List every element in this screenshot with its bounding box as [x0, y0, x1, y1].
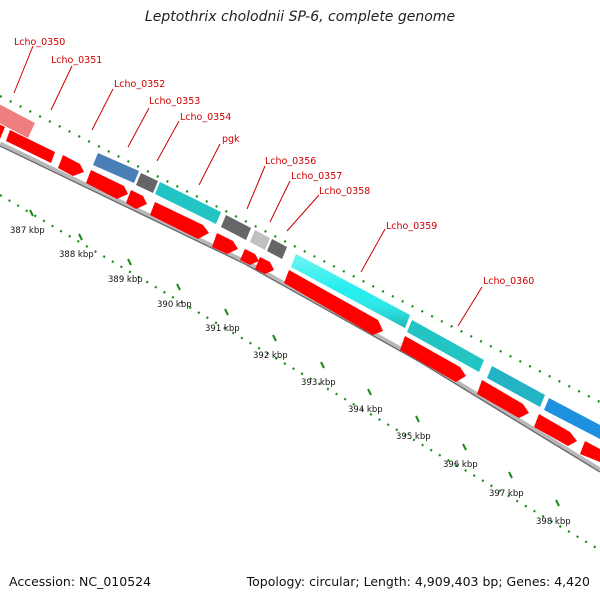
cds-arrow [212, 233, 238, 254]
gene-leader-lines [13, 45, 483, 327]
kbp-label: 394 kbp [348, 405, 383, 415]
scale-ticks [29, 209, 560, 507]
gene-block-lcho-0356 [250, 230, 270, 250]
cds-arrow [86, 170, 128, 199]
scale-major-tick [29, 209, 34, 217]
kbp-label: 388 kbp [59, 250, 94, 260]
gene-label: Lcho_0350 [14, 37, 65, 48]
cds-arrow [6, 130, 55, 163]
cds-arrow [284, 270, 383, 335]
kbp-label: 395 kbp [396, 432, 431, 442]
inner-scale-track [0, 194, 600, 551]
gene-blocks [0, 104, 600, 439]
gene-label: pgk [222, 134, 240, 145]
scale-major-tick [224, 308, 229, 316]
gene-block-lcho-0357 [267, 239, 287, 259]
gene-label: Lcho_0358 [319, 186, 370, 197]
map-title: Leptothrix cholodnii SP-6, complete geno… [144, 9, 456, 25]
gene-block-lcho-0360 [487, 366, 545, 407]
outer-tick-track [0, 95, 600, 403]
gene-label: Lcho_0353 [149, 96, 200, 107]
gene-label: Lcho_0354 [180, 112, 231, 123]
cds-arrows [0, 124, 600, 462]
leader-line [156, 120, 180, 162]
cds-arrow [400, 336, 466, 382]
leader-line [91, 88, 114, 131]
leader-line [360, 228, 386, 273]
scale-major-tick [415, 415, 420, 423]
gene-block-next [544, 398, 600, 439]
genome-info-text: Topology: circular; Length: 4,909,403 bp… [246, 574, 590, 589]
leader-line [127, 107, 150, 148]
leader-line [50, 65, 73, 111]
gene-block-shade [291, 254, 410, 328]
kbp-label: 396 kbp [443, 460, 478, 470]
genome-backbone [0, 141, 600, 473]
cds-arrow [534, 414, 577, 446]
gene-block-lcho-0353 [136, 173, 158, 193]
cds-arrow [150, 202, 209, 239]
scale-major-tick [127, 258, 132, 266]
kbp-label: 387 kbp [10, 226, 45, 236]
genome-backbone-shadow [0, 145, 600, 473]
gene-block-pgk [221, 215, 251, 240]
kbp-label: 392 kbp [253, 351, 288, 361]
leader-line [457, 286, 483, 327]
cds-arrow [255, 257, 274, 274]
kbp-label: 390 kbp [157, 300, 192, 310]
cds-arrow [477, 380, 529, 418]
scale-major-tick [272, 334, 277, 342]
gene-label: Lcho_0360 [483, 276, 534, 287]
leader-line [269, 180, 291, 223]
gene-block-lcho-0352 [93, 153, 139, 183]
scale-major-tick [320, 361, 325, 369]
gene-labels: Lcho_0350 Lcho_0351 Lcho_0352 Lcho_0353 … [14, 37, 534, 287]
scale-major-tick [462, 443, 467, 451]
gene-block-lcho-0354 [155, 182, 221, 224]
scale-major-tick [367, 388, 372, 396]
gene-block-lcho-0350 [0, 104, 35, 138]
leader-line [286, 194, 320, 232]
accession-text: Accession: NC_010524 [9, 574, 152, 589]
kbp-label: 397 kbp [489, 489, 524, 499]
gene-label: Lcho_0359 [386, 221, 437, 232]
scale-major-tick [555, 499, 560, 507]
kbp-label: 393 kbp [301, 378, 336, 388]
leader-line [246, 165, 266, 210]
scale-major-tick [176, 283, 181, 291]
leader-line [13, 45, 34, 94]
cds-arrow [580, 441, 600, 462]
gene-label: Lcho_0356 [265, 156, 316, 167]
cds-arrow [240, 249, 259, 265]
gene-label: Lcho_0351 [51, 55, 102, 66]
cds-arrow [0, 124, 5, 139]
kbp-label: 398 kbp [536, 517, 571, 527]
gene-label: Lcho_0357 [291, 171, 342, 182]
gene-block-lcho-0359 [407, 320, 484, 372]
cds-arrow [126, 190, 147, 209]
scale-major-tick [78, 233, 83, 241]
kbp-label: 389 kbp [108, 275, 143, 285]
cds-arrow [58, 155, 84, 176]
leader-line [198, 143, 221, 186]
kbp-label: 391 kbp [205, 324, 240, 334]
kbp-labels: 387 kbp 388 kbp 389 kbp 390 kbp 391 kbp … [10, 226, 571, 527]
scale-major-tick [508, 471, 513, 479]
gene-label: Lcho_0352 [114, 79, 165, 90]
